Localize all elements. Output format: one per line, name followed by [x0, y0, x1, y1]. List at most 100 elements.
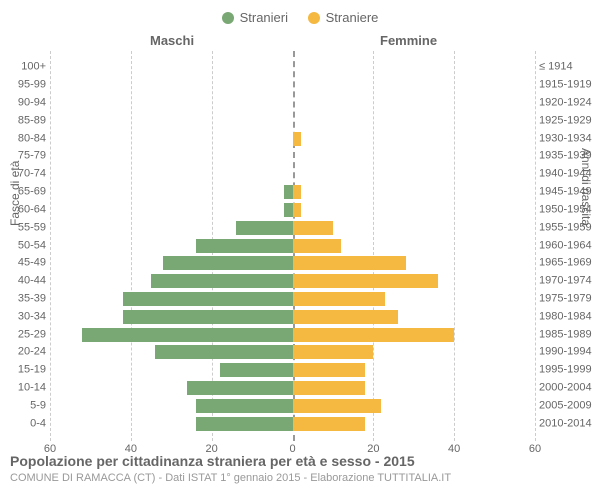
age-label: 0-4 [4, 418, 46, 429]
birth-year-label: 1925-1929 [539, 115, 597, 126]
age-label: 60-64 [4, 204, 46, 215]
age-label: 70-74 [4, 169, 46, 180]
grid-line [454, 51, 455, 441]
age-label: 80-84 [4, 133, 46, 144]
age-label: 35-39 [4, 293, 46, 304]
birth-year-label: 1915-1919 [539, 80, 597, 91]
age-label: 50-54 [4, 240, 46, 251]
birth-year-label: 1975-1979 [539, 293, 597, 304]
x-axis-labels: 6040200204060 [50, 443, 535, 459]
bar-male [284, 185, 292, 199]
birth-year-label: 1930-1934 [539, 133, 597, 144]
x-tick-label: 60 [529, 443, 541, 455]
bar-male [196, 417, 293, 431]
bar-female [293, 292, 386, 306]
y-left-labels: 100+ 95-99 90-94 85-89 80-84 75-79 70-74 65-69 6… [4, 51, 46, 441]
age-label: 75-79 [4, 151, 46, 162]
birth-year-label: 1955-1959 [539, 222, 597, 233]
bars-layer [50, 51, 535, 441]
bar-female [293, 185, 301, 199]
birth-year-label: 1985-1989 [539, 329, 597, 340]
birth-year-label: 1935-1939 [539, 151, 597, 162]
birth-year-label: 2005-2009 [539, 400, 597, 411]
bar-female [293, 203, 301, 217]
bar-female [293, 381, 366, 395]
birth-year-label: ≤ 1914 [539, 62, 597, 73]
bar-male [151, 274, 292, 288]
legend-item-female: Straniere [308, 10, 379, 25]
x-tick-label: 20 [206, 443, 218, 455]
legend-item-male: Stranieri [222, 10, 288, 25]
legend-label-male: Stranieri [240, 10, 288, 25]
legend-swatch-male [222, 12, 234, 24]
bar-female [293, 328, 455, 342]
bar-male [187, 381, 292, 395]
bar-female [293, 417, 366, 431]
x-tick-label: 20 [367, 443, 379, 455]
birth-year-label: 1920-1924 [539, 98, 597, 109]
birth-year-label: 1965-1969 [539, 258, 597, 269]
age-label: 85-89 [4, 115, 46, 126]
bar-female [293, 132, 301, 146]
bar-male [236, 221, 293, 235]
x-tick-label: 40 [125, 443, 137, 455]
birth-year-label: 1995-1999 [539, 365, 597, 376]
header-male: Maschi [150, 33, 194, 48]
birth-year-label: 1950-1954 [539, 204, 597, 215]
column-headers: Maschi Femmine [0, 33, 600, 51]
age-label: 65-69 [4, 187, 46, 198]
bar-female [293, 221, 333, 235]
legend-swatch-female [308, 12, 320, 24]
bar-female [293, 274, 439, 288]
birth-year-label: 1970-1974 [539, 276, 597, 287]
bar-female [293, 239, 342, 253]
birth-year-label: 1990-1994 [539, 347, 597, 358]
bar-male [155, 345, 292, 359]
birth-year-label: 1980-1984 [539, 311, 597, 322]
bar-male [82, 328, 292, 342]
bar-male [284, 203, 292, 217]
bar-female [293, 399, 382, 413]
birth-year-label: 1945-1949 [539, 187, 597, 198]
bar-male [196, 399, 293, 413]
bar-male [220, 363, 293, 377]
grid-line [50, 51, 51, 441]
age-label: 25-29 [4, 329, 46, 340]
bar-female [293, 345, 374, 359]
birth-year-label: 2010-2014 [539, 418, 597, 429]
y-right-labels: ≤ 1914 1915-1919 1920-1924 1925-1929 1930-19… [539, 51, 597, 441]
age-label: 10-14 [4, 382, 46, 393]
plot-area: Fasce di età Anni di nascita 100+95-9990… [50, 51, 535, 441]
bar-male [163, 256, 292, 270]
birth-year-label: 1940-1944 [539, 169, 597, 180]
bar-male [123, 310, 293, 324]
x-tick-label: 0 [289, 443, 295, 455]
footer-subtitle: COMUNE DI RAMACCA (CT) - Dati ISTAT 1° g… [10, 472, 590, 484]
age-label: 90-94 [4, 98, 46, 109]
grid-line [373, 51, 374, 441]
x-tick-label: 60 [44, 443, 56, 455]
birth-year-label: 1960-1964 [539, 240, 597, 251]
age-label: 40-44 [4, 276, 46, 287]
age-label: 20-24 [4, 347, 46, 358]
grid-line [131, 51, 132, 441]
x-tick-label: 40 [448, 443, 460, 455]
legend-label-female: Straniere [326, 10, 379, 25]
bar-male [196, 239, 293, 253]
bar-female [293, 363, 366, 377]
bar-male [123, 292, 293, 306]
header-female: Femmine [380, 33, 437, 48]
age-label: 100+ [4, 62, 46, 73]
grid-line [535, 51, 536, 441]
age-label: 95-99 [4, 80, 46, 91]
birth-year-label: 2000-2004 [539, 382, 597, 393]
age-label: 15-19 [4, 365, 46, 376]
bar-female [293, 256, 406, 270]
legend: Stranieri Straniere [0, 0, 600, 33]
pyramid-chart: Stranieri Straniere Maschi Femmine Fasce… [0, 0, 600, 500]
age-label: 55-59 [4, 222, 46, 233]
bar-female [293, 310, 398, 324]
age-label: 5-9 [4, 400, 46, 411]
age-label: 30-34 [4, 311, 46, 322]
age-label: 45-49 [4, 258, 46, 269]
